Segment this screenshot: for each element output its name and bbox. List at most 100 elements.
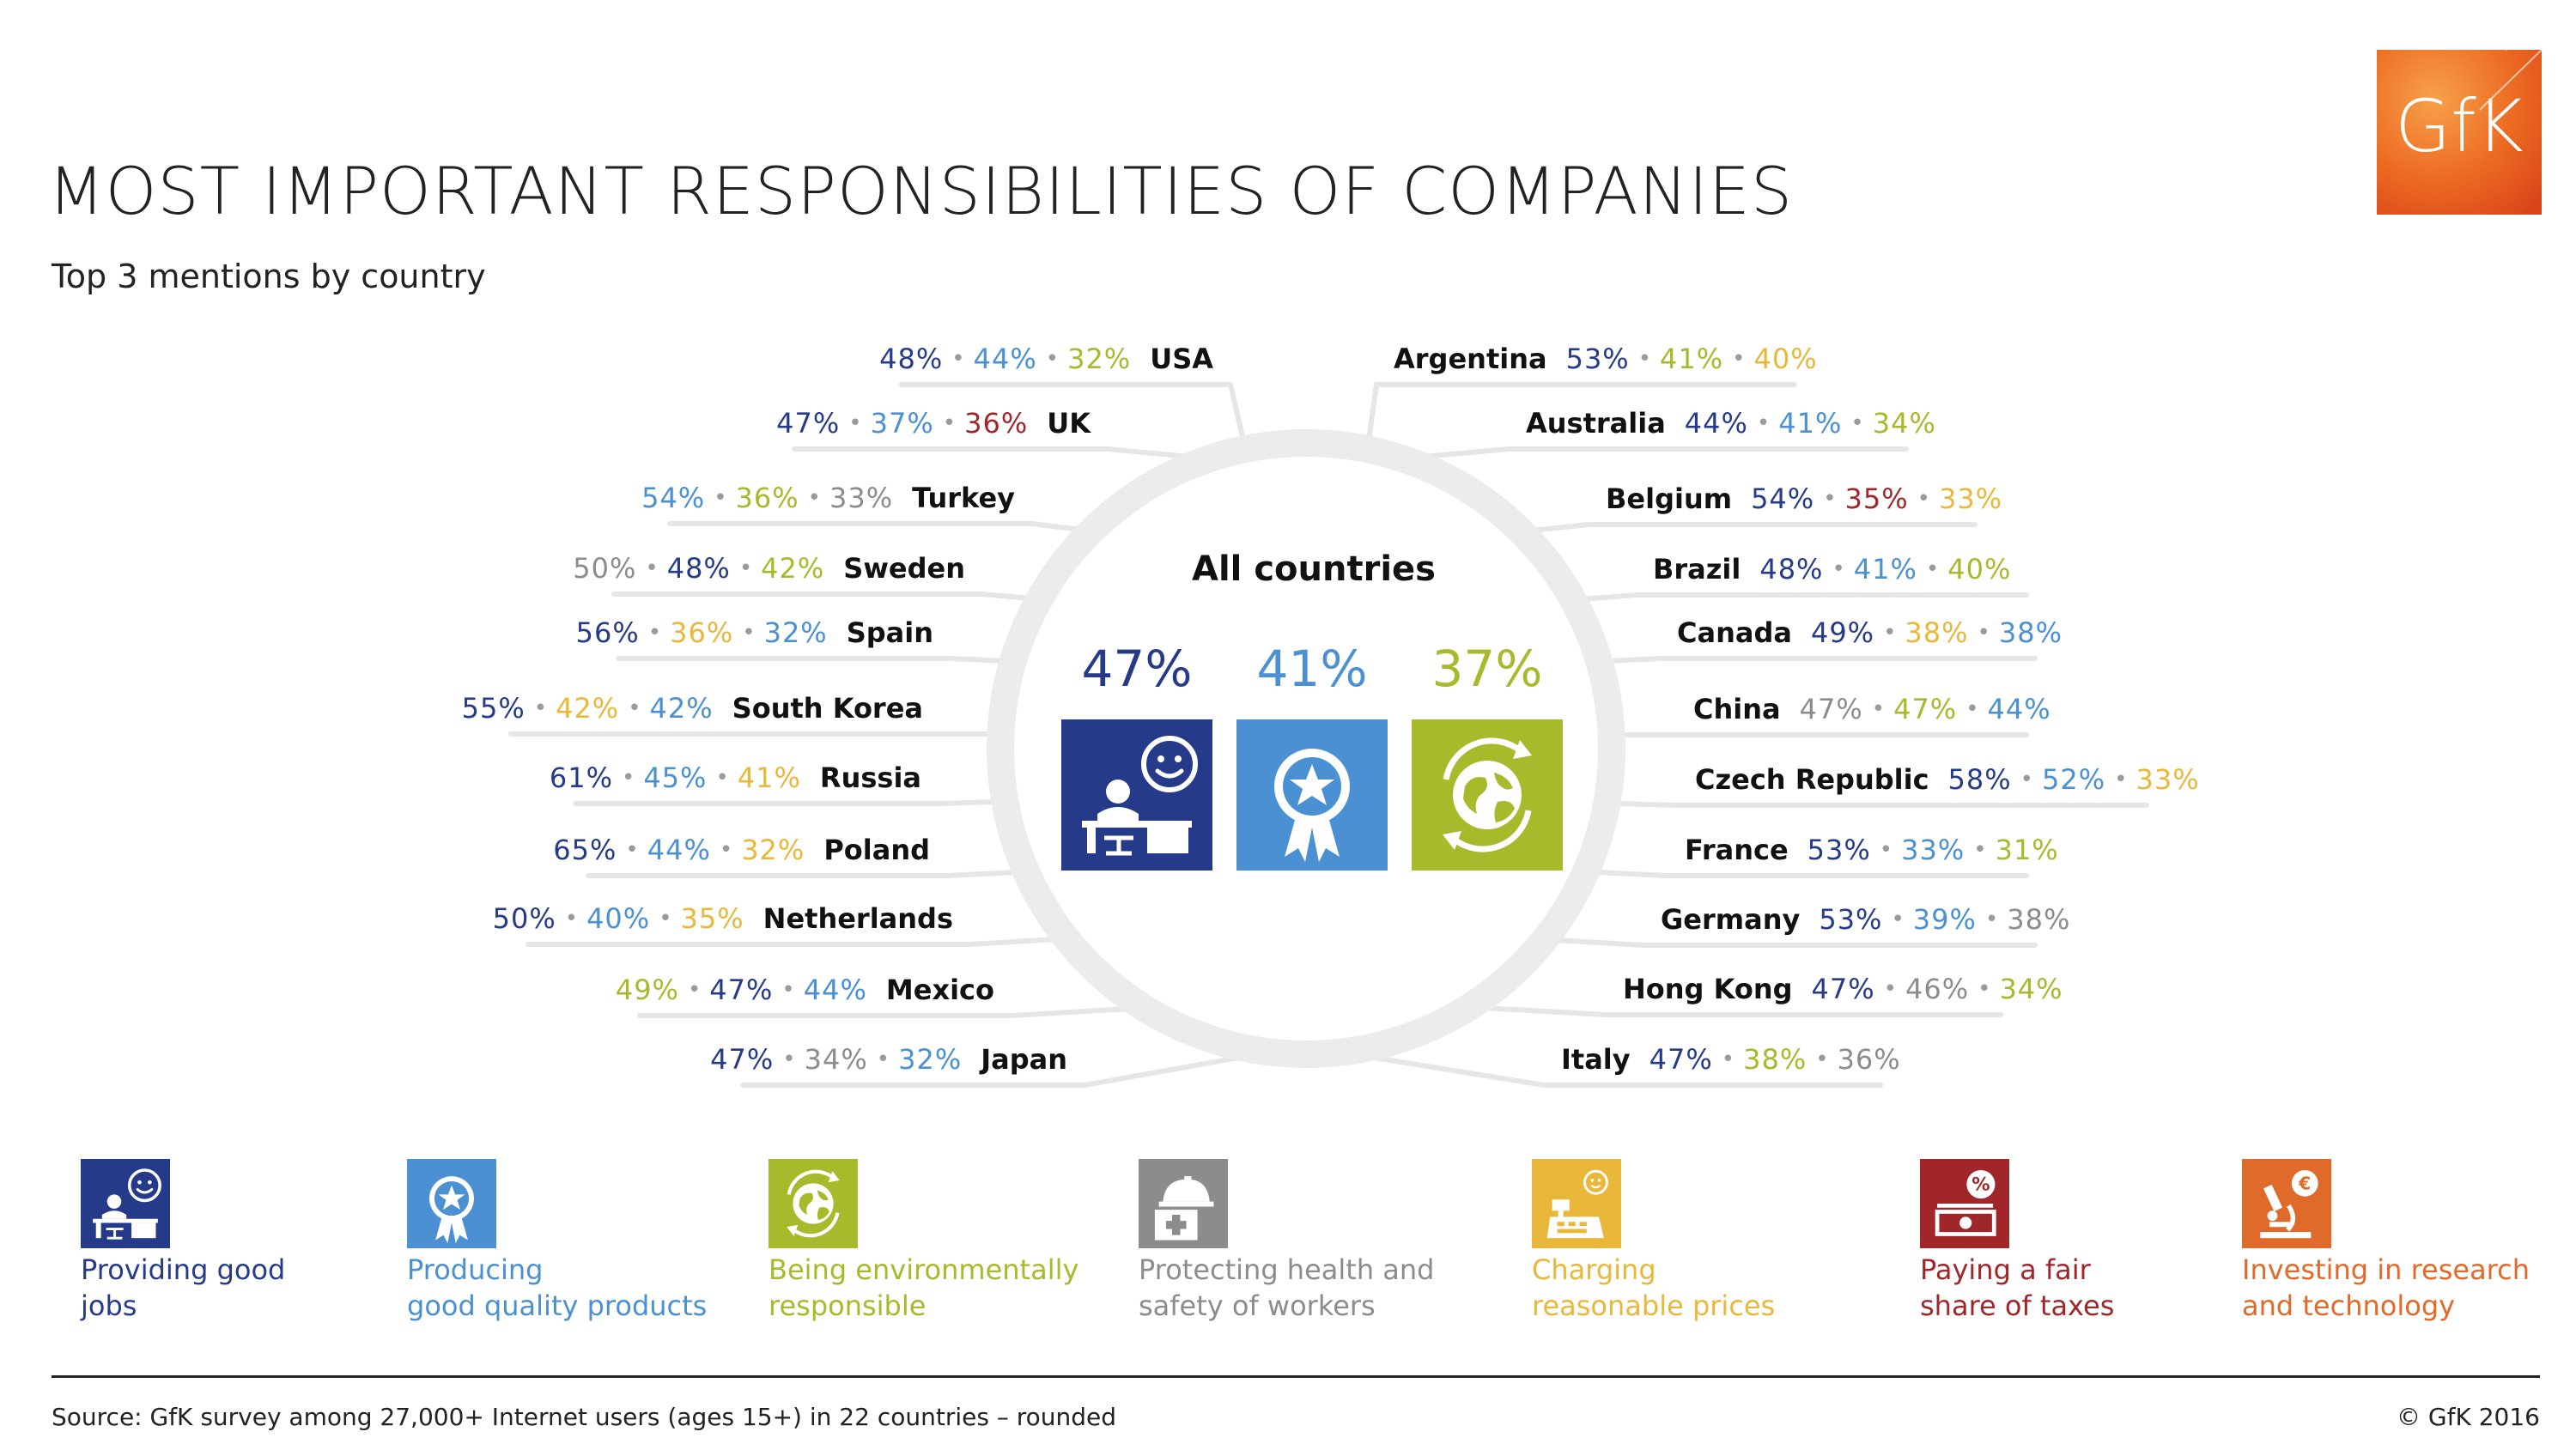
percent-value-products: 44% xyxy=(973,343,1037,375)
percent-value-environment: 49% xyxy=(615,974,679,1006)
country-row-netherlands: 50% • 40% • 35% Netherlands xyxy=(493,900,953,937)
separator-dot: • xyxy=(1871,696,1886,722)
separator-dot: • xyxy=(1850,410,1864,436)
country-row-argentina: Argentina 53% • 41% • 40% xyxy=(1394,340,1818,378)
country-row-spain: 56% • 36% • 32% Spain xyxy=(576,614,933,652)
legend-line-1: Protecting health and xyxy=(1139,1253,1435,1286)
separator-dot: • xyxy=(1978,976,1991,1002)
country-row-canada: Canada 49% • 38% • 38% xyxy=(1677,614,2063,652)
svg-text:%: % xyxy=(1971,1174,1990,1196)
country-row-sweden: 50% • 48% • 42% Sweden xyxy=(573,549,965,587)
country-name: Netherlands xyxy=(762,902,953,935)
logo-background xyxy=(2377,50,2542,215)
country-row-japan: 47% • 34% • 32% Japan xyxy=(710,1040,1067,1078)
connector-line xyxy=(1552,937,2038,948)
page-subtitle: Top 3 mentions by country xyxy=(52,258,486,295)
separator-dot: • xyxy=(1891,907,1905,932)
legend-line-1: Investing in research xyxy=(2242,1253,2530,1286)
connector-line xyxy=(1366,1054,1883,1088)
legend-label-products: Producing good quality products xyxy=(407,1252,707,1324)
percent-value-jobs: 47% xyxy=(1811,973,1875,1005)
percent-value-jobs: 48% xyxy=(879,343,944,375)
percent-value-taxes: 36% xyxy=(964,407,1029,440)
percent-value-environment: 31% xyxy=(1995,834,2059,866)
separator-dot: • xyxy=(714,485,727,511)
percent-value-prices: 32% xyxy=(741,834,805,866)
cash-register-icon xyxy=(1532,1159,1621,1248)
legend-line-1: Providing good xyxy=(81,1253,286,1286)
separator-dot: • xyxy=(781,977,795,1003)
legend-label-prices: Charging reasonable prices xyxy=(1532,1252,1775,1324)
country-row-russia: 61% • 45% • 41% Russia xyxy=(550,759,921,797)
percent-value-jobs: 44% xyxy=(1684,407,1748,440)
percent-value-environment: 32% xyxy=(1067,343,1132,375)
percent-value-health: 46% xyxy=(1905,973,1970,1005)
percent-value-jobs: 47% xyxy=(709,974,774,1006)
percent-value-environment: 34% xyxy=(1999,973,2063,1005)
percent-value-products: 44% xyxy=(803,974,867,1006)
percent-value-environment: 40% xyxy=(1947,553,2012,585)
country-row-turkey: 54% • 36% • 33% Turkey xyxy=(641,479,1015,517)
separator-dot: • xyxy=(1965,696,1979,722)
separator-dot: • xyxy=(942,410,957,436)
separator-dot: • xyxy=(533,695,548,721)
separator-dot: • xyxy=(1637,346,1652,372)
percent-value-jobs: 54% xyxy=(1751,482,1815,515)
connector-line xyxy=(667,521,1083,532)
country-row-china: China 47% • 47% • 44% xyxy=(1693,690,2051,728)
separator-dot: • xyxy=(782,1047,796,1072)
separator-dot: • xyxy=(738,555,753,581)
country-name: Mexico xyxy=(885,974,994,1006)
country-name: Japan xyxy=(981,1043,1067,1076)
award-ribbon-icon xyxy=(407,1159,496,1248)
legend-line-2: and technology xyxy=(2242,1289,2456,1322)
percent-value-products: 33% xyxy=(1901,834,1965,866)
country-name: USA xyxy=(1150,343,1213,375)
separator-dot: • xyxy=(1045,346,1060,372)
country-name: Turkey xyxy=(912,482,1015,514)
connector-line xyxy=(1529,522,1978,533)
separator-dot: • xyxy=(1832,556,1845,582)
percent-value-environment: 38% xyxy=(1743,1043,1807,1076)
country-name: Belgium xyxy=(1606,482,1733,515)
percent-value-products: 32% xyxy=(898,1043,963,1076)
globe-recycle-icon xyxy=(769,1159,858,1248)
desk-worker-icon xyxy=(1061,719,1212,871)
connector-line xyxy=(1592,870,2029,878)
connector-line xyxy=(1481,1005,2003,1017)
percent-value-jobs: 53% xyxy=(1807,834,1871,866)
legend-line-2: good quality products xyxy=(407,1289,708,1322)
all-countries-percent-products: 41% xyxy=(1256,640,1368,698)
separator-dot: • xyxy=(2020,767,2034,792)
percent-value-jobs: 50% xyxy=(492,902,556,935)
separator-dot: • xyxy=(848,410,862,436)
separator-dot: • xyxy=(1732,346,1746,372)
separator-dot: • xyxy=(719,837,733,863)
country-name: Brazil xyxy=(1653,553,1741,585)
country-name: Germany xyxy=(1661,903,1801,936)
svg-text:€: € xyxy=(2298,1173,2311,1193)
percent-value-prices: 33% xyxy=(1939,482,2003,515)
all-countries-percent-environment: 37% xyxy=(1431,640,1543,698)
connector-line xyxy=(616,656,1007,664)
all-countries-percent-jobs: 47% xyxy=(1081,640,1193,698)
percent-value-jobs: 48% xyxy=(1759,553,1824,585)
legend-line-1: Being environmentally xyxy=(769,1253,1079,1286)
percent-value-prices: 40% xyxy=(1753,343,1818,375)
country-name: Czech Republic xyxy=(1695,763,1929,796)
percent-value-jobs: 58% xyxy=(1947,763,2012,796)
country-row-australia: Australia 44% • 41% • 34% xyxy=(1526,404,1936,442)
separator-dot: • xyxy=(621,765,635,791)
percent-value-health: 47% xyxy=(1799,693,1863,725)
legend-label-environment: Being environmentally responsible xyxy=(769,1252,1078,1324)
legend-line-1: Charging xyxy=(1532,1253,1656,1286)
percent-value-products: 39% xyxy=(1912,903,1977,936)
country-row-italy: Italy 47% • 38% • 36% xyxy=(1561,1040,1901,1078)
country-name: Canada xyxy=(1677,616,1792,649)
desk-worker-icon xyxy=(81,1159,170,1248)
percent-value-taxes: 35% xyxy=(1844,482,1909,515)
country-row-germany: Germany 53% • 39% • 38% xyxy=(1661,901,2070,938)
country-name: South Korea xyxy=(732,692,923,725)
country-name: Hong Kong xyxy=(1623,973,1793,1005)
